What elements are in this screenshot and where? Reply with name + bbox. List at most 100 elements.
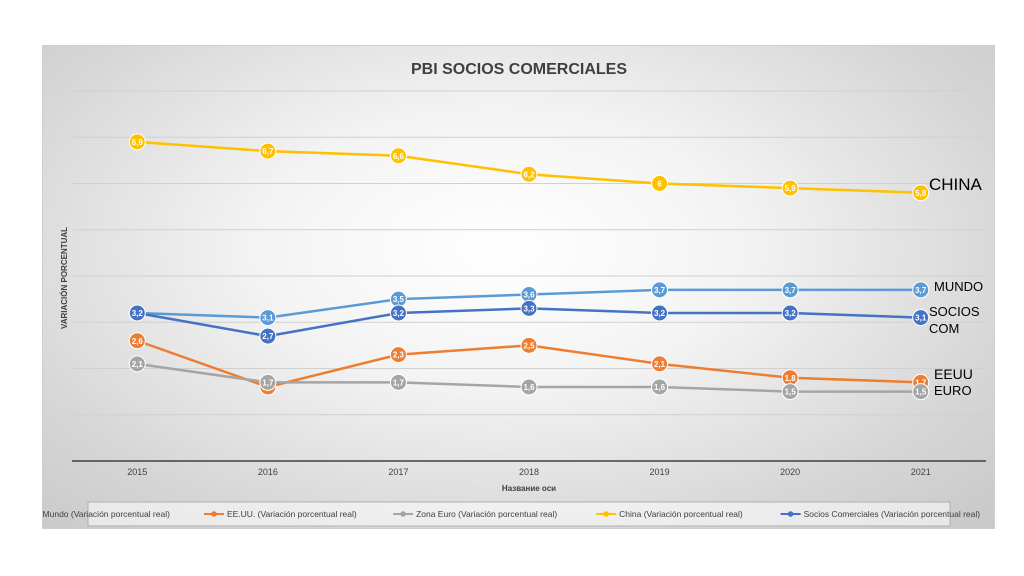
legend-item: Socios Comerciales (Variación porcentual… <box>780 509 981 519</box>
data-point <box>651 355 669 373</box>
data-label: 1,5 <box>785 388 797 397</box>
data-label: 3,2 <box>785 309 797 318</box>
legend-label: Mundo (Variación porcentual real) <box>43 509 170 519</box>
x-axis-label: Название оси <box>502 484 556 493</box>
data-point <box>128 133 146 151</box>
x-tick-label: 2018 <box>519 467 539 477</box>
data-point <box>259 142 277 160</box>
data-point <box>651 281 669 299</box>
data-point <box>912 383 930 401</box>
data-point <box>651 304 669 322</box>
data-label: 3,2 <box>393 309 405 318</box>
data-label: 3,7 <box>915 286 927 295</box>
series-4: 3,2 2,7 3,2 3,3 3,2 3,2 3,1 <box>128 299 930 345</box>
data-point <box>781 281 799 299</box>
data-point <box>128 355 146 373</box>
data-point <box>389 147 407 165</box>
data-point <box>389 373 407 391</box>
data-label: 2,1 <box>132 360 144 369</box>
data-label: 1,7 <box>262 378 274 387</box>
data-label: 3,3 <box>523 304 535 313</box>
data-label: 6 <box>657 180 662 189</box>
legend-label: Socios Comerciales (Variación porcentual… <box>804 509 981 519</box>
data-point <box>259 327 277 345</box>
data-point <box>651 378 669 396</box>
series-3: 6,9 6,7 6,6 6,2 6 5,9 5,8 <box>128 133 930 202</box>
legend-label: Zona Euro (Variación porcentual real) <box>416 509 557 519</box>
data-label: 3,2 <box>654 309 666 318</box>
data-point <box>520 336 538 354</box>
data-label: 3,6 <box>523 291 535 300</box>
data-point <box>128 332 146 350</box>
legend-label: EE.UU. (Variación porcentual real) <box>227 509 357 519</box>
data-label: 1,6 <box>654 383 666 392</box>
x-tick-label: 2020 <box>780 467 800 477</box>
data-label: 6,9 <box>132 138 144 147</box>
x-tick-label: 2019 <box>650 467 670 477</box>
annotation-china: CHINA <box>929 175 982 194</box>
legend-swatch-marker <box>400 511 406 517</box>
data-point <box>520 165 538 183</box>
data-point <box>781 179 799 197</box>
x-tick-label: 2016 <box>258 467 278 477</box>
data-label: 1,7 <box>393 378 405 387</box>
data-point <box>389 346 407 364</box>
data-label: 1,7 <box>915 378 927 387</box>
data-label: 2,3 <box>393 351 405 360</box>
data-label: 6,7 <box>262 147 274 156</box>
data-point <box>389 304 407 322</box>
data-point <box>912 184 930 202</box>
y-axis-label: VARIACIÓN PORCENTUAL <box>60 227 69 329</box>
data-point <box>781 383 799 401</box>
annotation-mundo: MUNDO <box>934 279 984 294</box>
legend-box <box>87 501 951 527</box>
legend: Mundo (Variación porcentual real) EE.UU. … <box>43 501 981 527</box>
data-label: 1,8 <box>785 374 797 383</box>
gridlines <box>72 90 986 462</box>
data-label: 6,6 <box>393 152 405 161</box>
data-label: 3,1 <box>915 314 927 323</box>
annotation-eeuu: EEUU <box>934 366 973 382</box>
annotation-euro: EURO <box>934 383 972 398</box>
legend-item: Mundo (Variación porcentual real) <box>43 509 170 519</box>
data-point <box>912 309 930 327</box>
legend-swatch-marker <box>787 511 794 517</box>
legend-item: China (Variación porcentual real) <box>596 509 743 519</box>
annotation-com: COM <box>929 321 960 336</box>
legend-item: EE.UU. (Variación porcentual real) <box>203 509 357 519</box>
x-axis-ticks: 2015 2016 2017 2018 2019 2020 2021 <box>127 467 930 477</box>
data-point <box>781 304 799 322</box>
series-lines: 3,2 3,1 3,5 3,6 3,7 3,7 3,7 2,6 1,6 2,3 2,5 2,1 1,8 1… <box>128 133 930 401</box>
data-point <box>259 309 277 327</box>
data-label: 3,7 <box>785 286 797 295</box>
data-label: 1,6 <box>523 383 535 392</box>
data-point <box>128 304 146 322</box>
chart-frame: PBI SOCIOS COMERCIALES VARIACIÓN PORCENT… <box>42 45 995 529</box>
legend-swatch-marker <box>211 511 217 517</box>
data-label: 3,2 <box>132 309 144 318</box>
data-label: 3,1 <box>262 314 274 323</box>
series-2: 2,1 1,7 1,7 1,6 1,6 1,5 1,5 <box>128 355 930 401</box>
legend-item: Zona Euro (Variación porcentual real) <box>393 509 557 519</box>
data-label: 3,5 <box>393 295 405 304</box>
data-label: 5,9 <box>785 184 797 193</box>
data-label: 5,8 <box>915 189 927 198</box>
data-point <box>520 299 538 317</box>
data-point <box>651 175 669 192</box>
annotation-socios: SOCIOS <box>929 304 980 319</box>
legend-swatch-marker <box>603 511 609 517</box>
data-label: 1,5 <box>915 388 927 397</box>
data-label: 2,5 <box>523 341 535 350</box>
data-point <box>520 378 538 396</box>
line-chart: PBI SOCIOS COMERCIALES VARIACIÓN PORCENT… <box>43 61 986 527</box>
data-label: 2,7 <box>262 332 274 341</box>
data-point <box>912 281 930 299</box>
x-tick-label: 2015 <box>127 467 147 477</box>
chart-title: PBI SOCIOS COMERCIALES <box>411 61 627 78</box>
data-label: 2,1 <box>654 360 666 369</box>
x-tick-label: 2017 <box>388 467 408 477</box>
data-label: 3,7 <box>654 286 666 295</box>
x-tick-label: 2021 <box>911 467 931 477</box>
data-label: 2,6 <box>132 337 144 346</box>
data-label: 6,2 <box>523 170 535 179</box>
